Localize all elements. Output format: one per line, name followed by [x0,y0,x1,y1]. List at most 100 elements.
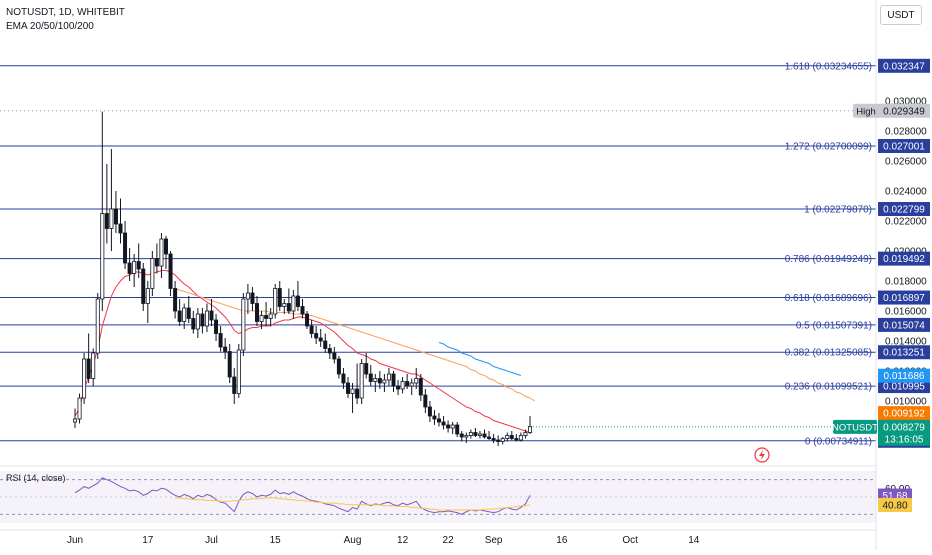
fib-levels: 1.618 (0.03234655) 1.272 (0.02700099) 1 (0… [0,61,876,447]
candle-down [141,268,146,304]
time-tick-label: Sep [485,535,503,546]
candle-down [332,352,337,360]
candle-down [423,394,428,408]
rsi-legend[interactable]: RSI (14, close) [6,473,66,483]
candle-up [109,208,114,229]
candle-up [273,288,278,315]
price-tick-label: 0.024000 [885,187,927,198]
countdown-tag: 13:16:05 [885,434,924,445]
currency-unit-button[interactable]: USDT [880,5,922,25]
candle-down [286,303,291,312]
fib-tag-box [878,202,930,217]
fib-label: 0.5 (0.01507391) [796,320,872,331]
candle-down [341,373,346,384]
candle-down [154,258,159,267]
candle-down [487,436,492,439]
candle-up [414,378,419,384]
candle-up [282,303,287,307]
candle-down [163,238,168,255]
price-tick-label: 0.026000 [885,157,927,168]
candle-up [82,358,87,399]
candle-down [491,438,496,441]
candle-down [441,421,446,426]
last-price-tag-box [878,419,930,446]
fib-label: 1.618 (0.03234655) [785,61,872,72]
fib-tag: 0.016897 [883,293,925,304]
candle-down [473,432,478,436]
time-tick-label: Aug [344,535,362,546]
time-axis[interactable]: Jun 17 Jul 15 Aug 12 22 Sep 16 Oct 14 [67,535,700,546]
candle-down [277,288,282,307]
candle-up [500,438,505,442]
candle-down [227,351,232,378]
candles [73,111,533,446]
rsi-ma-tag: 40.80 [882,500,907,511]
fib-label: 0.786 (0.01949249) [785,254,872,265]
time-tick-label: 12 [397,535,409,546]
indicator-legend[interactable]: EMA 20/50/100/200 [6,21,94,32]
candle-down [309,325,314,334]
candle-up [350,388,355,394]
fib-tag-box [878,290,930,305]
candle-down [223,346,228,352]
price-tick-label: 0.010000 [885,397,927,408]
last-symbol-label: NOTUSDT [832,422,878,433]
candle-down [118,223,123,234]
candle-down [345,382,350,394]
candle-down [432,415,437,420]
candle-down [209,310,214,321]
candle-down [377,378,382,384]
candle-up [450,424,455,429]
candle-up [73,418,78,423]
candle-down [127,262,132,274]
fib-tag-box [878,138,930,153]
candle-down [214,319,219,334]
candle-down [391,373,396,387]
time-tick-label: 17 [142,535,154,546]
candle-down [368,373,373,382]
candle-down [318,337,323,342]
candle-up [159,238,164,267]
candle-down [200,313,205,327]
candle-down [168,253,173,289]
fib-label: 0.382 (0.01325085) [785,348,872,359]
high-price-tag: 0.029349 [883,106,925,117]
candle-down [327,348,332,354]
price-tick-label: 0.018000 [885,277,927,288]
candle-up [477,433,482,436]
candle-up [291,295,296,312]
rsi-value-tag: 51.68 [882,491,907,502]
candle-down [177,310,182,322]
fib-tag: 0.022799 [883,205,925,216]
candle-down [295,295,300,307]
candle-down [86,358,91,379]
fib-label: 1.272 (0.02700099) [785,141,872,152]
candle-down [136,261,141,270]
high-label-box [853,103,879,118]
time-tick-label: 22 [443,535,455,546]
candle-up [245,292,250,300]
candle-down [455,424,460,435]
candle-down [254,303,259,322]
fib-label: 1 (0.02279870) [804,205,872,216]
time-tick-label: Jul [205,535,218,546]
fib-tag: 0.013251 [883,348,925,359]
fib-tag-box [878,58,930,73]
time-tick-label: 16 [556,535,568,546]
price-tick-label: 0.016000 [885,307,927,318]
ema-price-tag: 0.011686 [884,371,925,382]
fib-tag-box [878,345,930,360]
candle-down [418,378,423,396]
candle-up [523,432,528,436]
candle-up [236,349,241,394]
candle-up [241,298,246,351]
fib-tag-box [878,251,930,266]
lightning-icon-bolt [759,450,765,460]
rsi-ma-line [175,497,531,511]
high-label: High [856,106,876,117]
candle-down [405,381,410,387]
rsi-ma-tag-box [878,497,912,512]
